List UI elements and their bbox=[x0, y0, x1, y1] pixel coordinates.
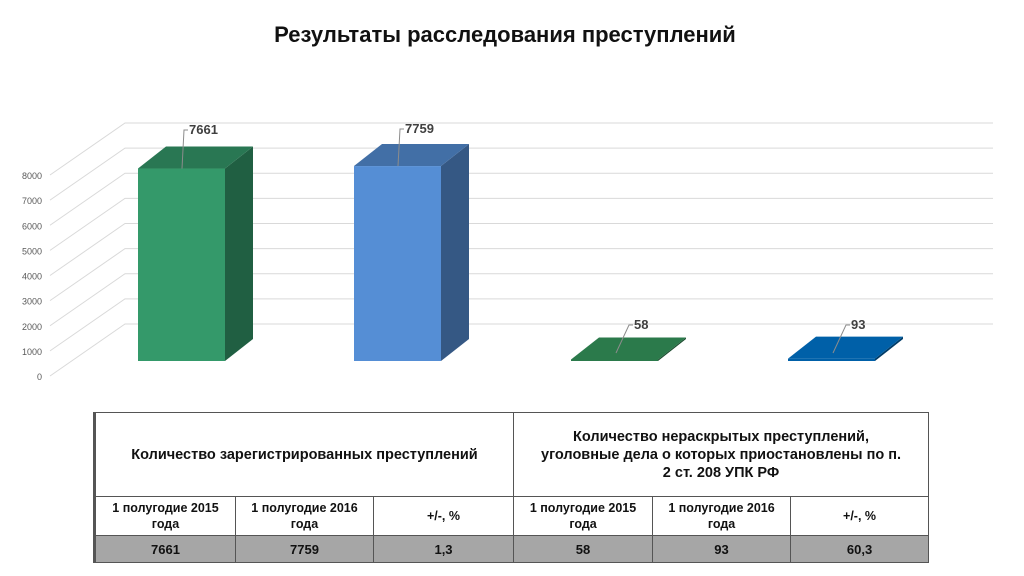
gridline bbox=[49, 248, 993, 302]
y-tick-label: 7000 bbox=[22, 196, 42, 206]
value-registered-change: 1,3 bbox=[372, 535, 515, 563]
subheader-line: +/-, % bbox=[843, 509, 877, 523]
y-tick-label: 3000 bbox=[22, 297, 42, 307]
subheader-2015: 1 полугодие 2015 года bbox=[93, 496, 236, 536]
bar bbox=[788, 336, 903, 361]
bar bbox=[138, 146, 253, 361]
subheader-line: года bbox=[151, 517, 180, 531]
bar-top-face bbox=[571, 337, 686, 360]
subheader-line: года bbox=[707, 517, 736, 531]
subheader-change: +/-, % bbox=[790, 496, 930, 536]
subheader-line: 1 полугодие 2015 bbox=[112, 501, 219, 515]
y-tick-label: 0 bbox=[37, 372, 42, 382]
data-label: 7661 bbox=[189, 122, 218, 137]
subheader-line: 1 полугодие 2016 bbox=[251, 501, 358, 515]
data-label-leader bbox=[397, 128, 404, 167]
data-label: 7759 bbox=[405, 121, 434, 136]
gridline bbox=[49, 298, 993, 352]
group-header-unsolved: Количество нераскрытых преступлений, уго… bbox=[513, 412, 930, 497]
data-label-leader bbox=[832, 324, 850, 354]
group-header-line-2: уголовные дела о которых приостановлены … bbox=[541, 446, 902, 463]
bar-top-face bbox=[788, 336, 903, 359]
data-label-leader bbox=[615, 324, 633, 354]
subheader-line: года bbox=[290, 517, 319, 531]
bar-top-face bbox=[354, 144, 469, 167]
bar-side-face bbox=[875, 336, 903, 361]
gridline bbox=[49, 323, 993, 377]
bar-top-face bbox=[138, 146, 253, 169]
y-tick-label: 6000 bbox=[22, 221, 42, 231]
y-tick-label: 2000 bbox=[22, 322, 42, 332]
group-header-line-3: 2 ст. 208 УПК РФ bbox=[662, 464, 780, 481]
data-label-leader bbox=[181, 129, 188, 169]
subheader-change: +/-, % bbox=[372, 496, 515, 536]
bar-front-face bbox=[571, 359, 658, 361]
subheader-line: 1 полугодие 2016 bbox=[668, 501, 775, 515]
bar bbox=[354, 144, 469, 361]
group-header-line-1: Количество нераскрытых преступлений, bbox=[573, 428, 870, 445]
chart-title: Результаты расследования преступлений bbox=[274, 22, 736, 47]
data-label: 93 bbox=[851, 317, 865, 332]
gridline bbox=[49, 122, 993, 176]
value-registered-2016: 7759 bbox=[235, 535, 374, 563]
bar-side-face bbox=[441, 144, 469, 361]
value-unsolved-2015: 58 bbox=[513, 535, 654, 563]
bar-front-face bbox=[788, 358, 875, 361]
gridline bbox=[49, 223, 993, 276]
data-label: 58 bbox=[634, 317, 648, 332]
y-tick-label: 1000 bbox=[22, 347, 42, 357]
bar-chart: 0 1000 2000 3000 4000 5000 6000 7000 8000 7661 77… bbox=[22, 121, 993, 382]
bar-front-face bbox=[138, 168, 225, 361]
gridline bbox=[49, 147, 993, 201]
y-tick-label: 5000 bbox=[22, 246, 42, 256]
bar bbox=[571, 337, 686, 361]
value-unsolved-change: 60,3 bbox=[790, 535, 930, 563]
y-tick-label: 4000 bbox=[22, 272, 42, 282]
subheader-line: года bbox=[569, 517, 597, 531]
subheader-line: +/-, % bbox=[427, 509, 460, 523]
subheader-2016: 1 полугодие 2016 года bbox=[235, 496, 374, 536]
subheader-line: 1 полугодие 2015 bbox=[529, 501, 637, 515]
bar-front-face bbox=[354, 166, 441, 361]
gridline bbox=[49, 172, 993, 226]
gridline bbox=[49, 197, 993, 251]
group-header-registered: Количество зарегистрированных преступлен… bbox=[92, 412, 515, 497]
value-unsolved-2016: 93 bbox=[652, 535, 792, 563]
subheader-2015: 1 полугодие 2015 года bbox=[513, 496, 654, 536]
bar-side-face bbox=[225, 146, 253, 361]
gridline bbox=[49, 273, 993, 327]
bar-side-face bbox=[658, 337, 686, 361]
summary-table: Количество зарегистрированных преступлен… bbox=[92, 412, 930, 563]
subheader-2016: 1 полугодие 2016 года bbox=[652, 496, 792, 536]
value-registered-2015: 7661 bbox=[93, 535, 236, 563]
y-tick-label: 8000 bbox=[22, 171, 42, 181]
